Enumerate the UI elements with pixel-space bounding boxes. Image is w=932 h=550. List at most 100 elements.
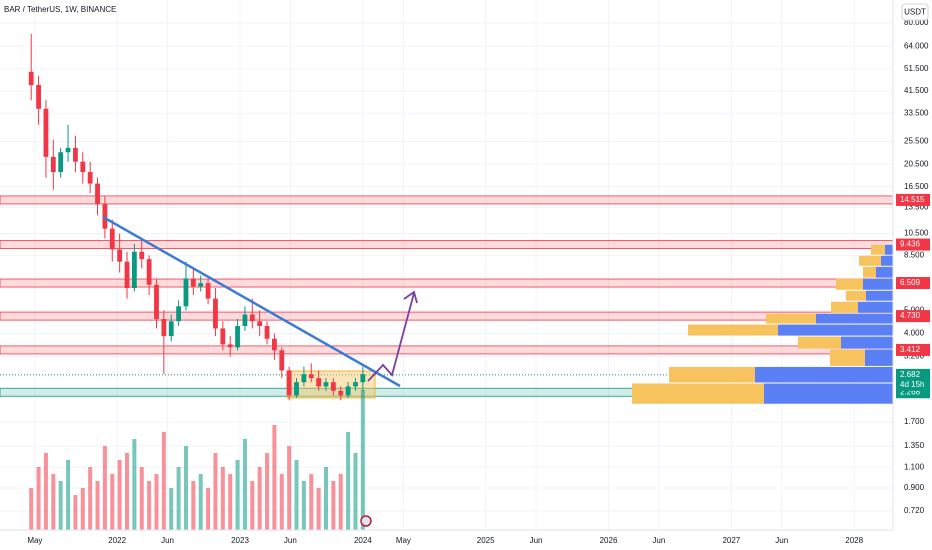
- volume-bar: [198, 474, 203, 530]
- volume-bar: [58, 481, 63, 530]
- chart-title: BAR / TetherUS, 1W, BINANCE: [4, 5, 116, 14]
- profile-bar: [836, 278, 863, 290]
- profile-bar: [764, 383, 893, 404]
- volume-bar: [228, 474, 233, 530]
- level-tag: [896, 277, 930, 290]
- volume-bar: [309, 474, 314, 530]
- candle-body: [65, 147, 71, 153]
- x-tick-label: 2027: [722, 536, 740, 545]
- volume-bar: [287, 446, 292, 530]
- volume-bar: [102, 446, 107, 530]
- candle-body: [227, 344, 233, 348]
- candle-body: [43, 108, 49, 157]
- candle-body: [73, 147, 78, 162]
- candle-body: [316, 378, 322, 387]
- x-tick-label: Jun: [284, 536, 297, 545]
- volume-bar: [132, 439, 137, 530]
- profile-bar: [669, 366, 755, 383]
- y-tick-label: 20.500: [904, 159, 929, 168]
- x-tick-label: 2024: [354, 536, 372, 545]
- candle-body: [198, 283, 204, 287]
- candle-body: [58, 152, 64, 173]
- candle-body: [131, 251, 137, 289]
- level-tag: [896, 310, 930, 323]
- profile-bar: [859, 255, 881, 266]
- volume-bar: [213, 453, 218, 530]
- volume-bar: [169, 488, 174, 530]
- candle-body: [28, 71, 34, 86]
- candle-body: [168, 321, 174, 337]
- volume-bar: [176, 467, 181, 530]
- event-icon: [360, 515, 372, 527]
- candle-body: [117, 249, 123, 262]
- y-tick-label: 0.900: [904, 483, 925, 492]
- candle-body: [205, 283, 211, 299]
- projection-arrow: [367, 292, 415, 382]
- volume-bar: [161, 432, 166, 530]
- level-tag-label: 3.412: [900, 345, 921, 354]
- candle-body: [301, 374, 307, 383]
- level-tag-label: 4.730: [900, 311, 921, 320]
- volume-bar: [235, 460, 240, 530]
- candle-body: [87, 172, 93, 184]
- volume-bar: [316, 488, 321, 530]
- x-tick-label: Jun: [161, 536, 174, 545]
- volume-bar: [154, 474, 159, 530]
- candle-body: [338, 390, 344, 396]
- volume-bar: [250, 481, 255, 530]
- volume-bar: [338, 474, 343, 530]
- grid: [0, 0, 893, 530]
- candle-body: [360, 374, 366, 383]
- candle-body: [146, 259, 152, 285]
- candle-body: [308, 374, 314, 379]
- x-tick-label: 2025: [477, 536, 495, 545]
- candle-body: [272, 338, 277, 351]
- volume-bar: [147, 481, 152, 530]
- volume-bar: [95, 481, 100, 530]
- profile-bar: [846, 290, 866, 301]
- volume-bar: [331, 481, 336, 530]
- y-tick-label: 10.500: [904, 229, 929, 238]
- candle-body: [109, 228, 115, 250]
- x-tick-label: 2026: [600, 536, 618, 545]
- volume-bar: [80, 488, 85, 530]
- trend-line: [102, 215, 401, 388]
- volume-bar: [360, 390, 365, 530]
- candle-body: [50, 156, 56, 173]
- volume-bar: [206, 488, 211, 530]
- volume-bar: [73, 495, 78, 530]
- arrow-head: [403, 290, 418, 304]
- level-zone: [0, 195, 894, 205]
- candle-body: [213, 298, 218, 329]
- currency-label[interactable]: USDT: [904, 8, 926, 17]
- volume-bar: [353, 453, 358, 530]
- currency-box[interactable]: [901, 3, 929, 21]
- y-tick-label: 1.350: [904, 441, 925, 450]
- volume-bar: [191, 481, 196, 530]
- candle-body: [139, 251, 145, 260]
- profile-bar: [831, 301, 858, 313]
- x-tick-label: May: [27, 536, 42, 545]
- candle-body: [294, 382, 299, 396]
- candle-body: [279, 350, 285, 371]
- volume-bar: [265, 453, 270, 530]
- level-zone: [0, 311, 894, 321]
- volume-bar: [279, 474, 284, 530]
- y-tick-label: 4.000: [904, 329, 925, 338]
- candle-body: [235, 325, 240, 348]
- candle-body: [257, 321, 263, 326]
- candles: [28, 34, 366, 401]
- profile-bar: [816, 313, 893, 324]
- volume-bar: [220, 467, 225, 530]
- countdown-label: 4d 15h: [900, 380, 924, 389]
- candle-body: [345, 386, 351, 396]
- profile-bar: [778, 324, 893, 336]
- y-tick-label: 13.500: [904, 203, 929, 212]
- profile-bar: [881, 255, 893, 266]
- y-tick-label: 3.200: [904, 352, 925, 361]
- candle-body: [286, 370, 292, 396]
- volume-bar: [66, 460, 71, 530]
- candle-body: [124, 261, 130, 289]
- profile-bar: [688, 324, 778, 336]
